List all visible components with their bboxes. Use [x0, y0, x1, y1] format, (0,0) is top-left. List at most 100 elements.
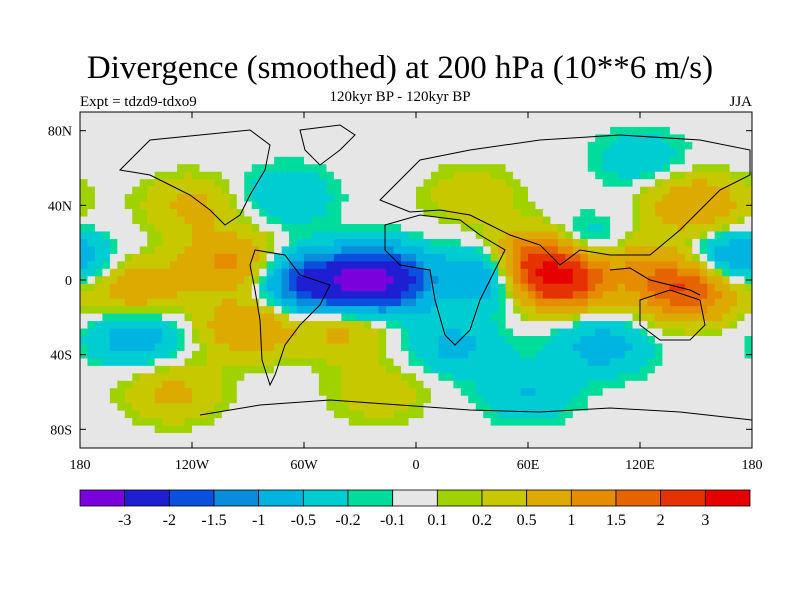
field-cell — [677, 216, 686, 225]
field-cell — [572, 201, 581, 210]
field-cell — [475, 224, 484, 232]
field-cell — [490, 298, 499, 307]
field-cell — [677, 291, 686, 300]
field-cell — [550, 440, 559, 449]
field-cell — [363, 276, 372, 285]
field-cell — [550, 224, 559, 232]
field-cell — [162, 246, 170, 255]
field-cell — [498, 425, 506, 434]
field-cell — [401, 395, 409, 404]
field-cell — [565, 321, 574, 329]
field-cell — [318, 126, 327, 135]
field-cell — [109, 403, 118, 412]
field-cell — [684, 119, 693, 128]
field-cell — [498, 171, 506, 180]
field-cell — [214, 321, 223, 329]
field-cell — [244, 164, 253, 173]
field-cell — [580, 336, 589, 344]
field-cell — [595, 403, 604, 412]
field-cell — [640, 410, 648, 419]
field-cell — [109, 179, 118, 188]
field-cell — [513, 171, 521, 180]
field-cell — [692, 358, 701, 367]
field-cell — [132, 380, 141, 389]
field-cell — [744, 119, 753, 128]
field-cell — [124, 388, 133, 397]
field-cell — [274, 321, 282, 329]
field-cell — [371, 231, 380, 240]
field-cell — [266, 246, 275, 255]
field-cell — [692, 171, 701, 180]
field-cell — [393, 410, 402, 419]
field-cell — [318, 425, 327, 434]
field-cell — [154, 149, 163, 158]
field-cell — [744, 403, 753, 412]
field-cell — [580, 403, 589, 412]
field-cell — [677, 171, 686, 180]
field-cell — [363, 343, 372, 352]
field-cell — [737, 224, 745, 232]
field-cell — [289, 358, 297, 367]
field-cell — [662, 283, 671, 292]
field-cell — [602, 194, 611, 202]
field-cell — [423, 433, 432, 441]
field-cell — [498, 283, 506, 292]
field-cell — [737, 156, 745, 165]
field-cell — [647, 321, 656, 329]
field-cell — [386, 119, 394, 128]
field-cell — [199, 112, 208, 120]
field-cell — [386, 231, 394, 240]
field-cell — [430, 164, 439, 173]
field-cell — [483, 171, 492, 180]
field-cell — [162, 440, 170, 449]
field-cell — [371, 313, 380, 322]
field-cell — [348, 201, 357, 210]
field-cell — [274, 171, 282, 180]
field-cell — [699, 425, 708, 434]
field-cell — [647, 328, 656, 337]
field-cell — [132, 365, 141, 374]
field-cell — [393, 313, 402, 322]
field-cell — [124, 179, 133, 188]
field-cell — [572, 112, 581, 120]
field-cell — [304, 194, 312, 202]
field-cell — [430, 216, 439, 225]
field-cell — [289, 328, 297, 337]
field-cell — [505, 261, 514, 270]
field-cell — [535, 418, 544, 426]
field-cell — [565, 350, 574, 359]
field-cell — [610, 231, 618, 240]
field-cell — [475, 276, 484, 285]
field-cell — [244, 134, 253, 143]
field-cell — [386, 164, 394, 173]
field-cell — [722, 373, 730, 382]
field-cell — [423, 134, 432, 143]
field-cell — [311, 119, 320, 128]
field-cell — [550, 306, 559, 314]
field-cell — [169, 149, 178, 158]
field-cell — [304, 261, 312, 270]
field-cell — [214, 164, 223, 173]
field-cell — [281, 425, 290, 434]
field-cell — [505, 216, 514, 225]
field-cell — [80, 298, 88, 307]
field-cell — [206, 276, 215, 285]
field-cell — [124, 343, 133, 352]
field-cell — [401, 134, 409, 143]
field-cell — [132, 231, 141, 240]
field-cell — [401, 164, 409, 173]
field-cell — [221, 141, 230, 150]
field-cell — [453, 298, 462, 307]
field-cell — [274, 373, 282, 382]
field-cell — [266, 321, 275, 329]
field-cell — [587, 440, 596, 449]
field-cell — [617, 343, 626, 352]
field-cell — [610, 149, 618, 158]
field-cell — [206, 224, 215, 232]
field-cell — [722, 276, 730, 285]
field-cell — [363, 238, 372, 247]
field-cell — [244, 112, 253, 120]
field-cell — [147, 156, 156, 165]
field-cell — [147, 134, 156, 143]
field-cell — [490, 156, 499, 165]
